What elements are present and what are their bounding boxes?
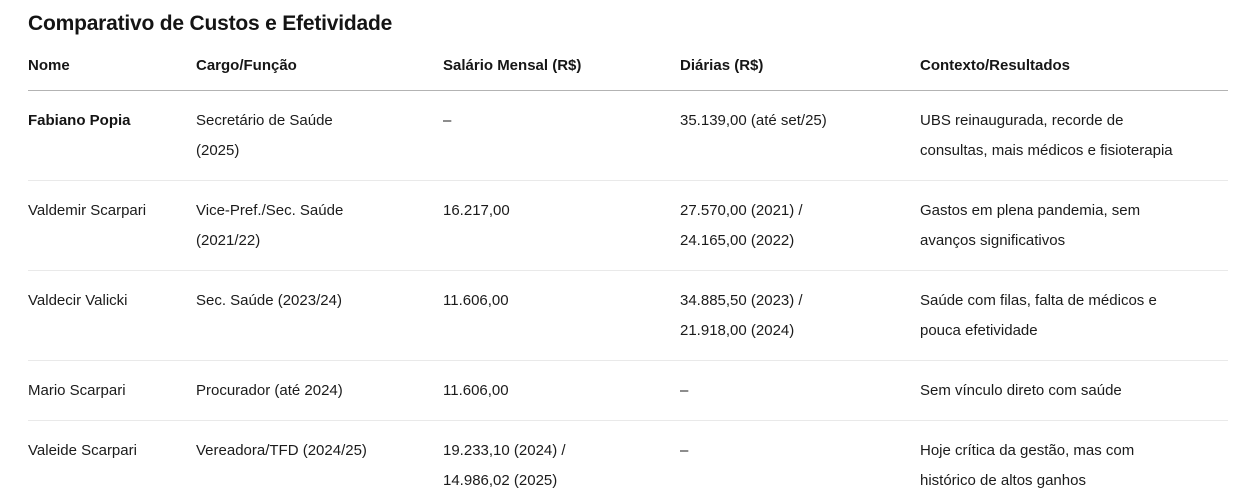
cell-nome: Fabiano Popia [28, 90, 196, 181]
cell-salario: 16.217,00 [443, 180, 680, 271]
table-row: Mario Scarpari Procurador (até 2024) 11.… [28, 360, 1228, 421]
column-header-diarias: Diárias (R$) [680, 48, 920, 91]
cell-cargo: Secretário de Saúde (2025) [196, 90, 443, 181]
column-header-nome: Nome [28, 48, 196, 91]
cell-contexto: Hoje crítica da gestão, mas com históric… [920, 442, 1135, 489]
table-row: Valdecir Valicki Sec. Saúde (2023/24) 11… [28, 270, 1228, 361]
cell-salario: – [443, 90, 680, 181]
cell-cargo: Procurador (até 2024) [196, 360, 443, 421]
table-row: Valeide Scarpari Vereadora/TFD (2024/25)… [28, 421, 1228, 490]
cell-salario: 11.606,00 [443, 360, 680, 421]
header-row: Nome Cargo/Função Salário Mensal (R$) Di… [28, 48, 1228, 91]
table-body: Fabiano Popia Secretário de Saúde (2025)… [28, 90, 1228, 490]
column-header-cargo: Cargo/Função [196, 48, 443, 91]
column-header-salario: Salário Mensal (R$) [443, 48, 680, 91]
table-row: Fabiano Popia Secretário de Saúde (2025)… [28, 90, 1228, 181]
cell-nome: Mario Scarpari [28, 360, 196, 421]
cell-diarias: 34.885,50 (2023) / 21.918,00 (2024) [680, 270, 920, 361]
cell-contexto: Saúde com filas, falta de médicos e pouc… [920, 270, 1228, 361]
cell-salario: 19.233,10 (2024) / 14.986,02 (2025) [443, 442, 566, 489]
cell-contexto: Gastos em plena pandemia, sem avanços si… [920, 180, 1228, 271]
column-header-contexto: Contexto/Resultados [920, 48, 1228, 91]
cell-cargo: Sec. Saúde (2023/24) [196, 270, 443, 361]
comparison-table: Nome Cargo/Função Salário Mensal (R$) Di… [28, 48, 1228, 490]
cell-diarias: 27.570,00 (2021) / 24.165,00 (2022) [680, 180, 920, 271]
cell-diarias: – [680, 442, 689, 459]
cell-nome: Valdemir Scarpari [28, 180, 196, 271]
table-row: Valdemir Scarpari Vice-Pref./Sec. Saúde … [28, 180, 1228, 271]
cell-contexto: Sem vínculo direto com saúde [920, 360, 1228, 421]
cell-cargo: Vereadora/TFD (2024/25) [196, 442, 367, 459]
cell-nome: Valdecir Valicki [28, 270, 196, 361]
page-title: Comparativo de Custos e Efetividade [28, 12, 393, 35]
cell-diarias: – [680, 360, 920, 421]
cell-salario: 11.606,00 [443, 270, 680, 361]
cell-cargo: Vice-Pref./Sec. Saúde (2021/22) [196, 180, 443, 271]
cell-contexto: UBS reinaugurada, recorde de consultas, … [920, 90, 1228, 181]
table-header: Nome Cargo/Função Salário Mensal (R$) Di… [28, 48, 1228, 91]
cell-diarias: 35.139,00 (até set/25) [680, 90, 920, 181]
cell-nome: Valeide Scarpari [28, 442, 137, 459]
